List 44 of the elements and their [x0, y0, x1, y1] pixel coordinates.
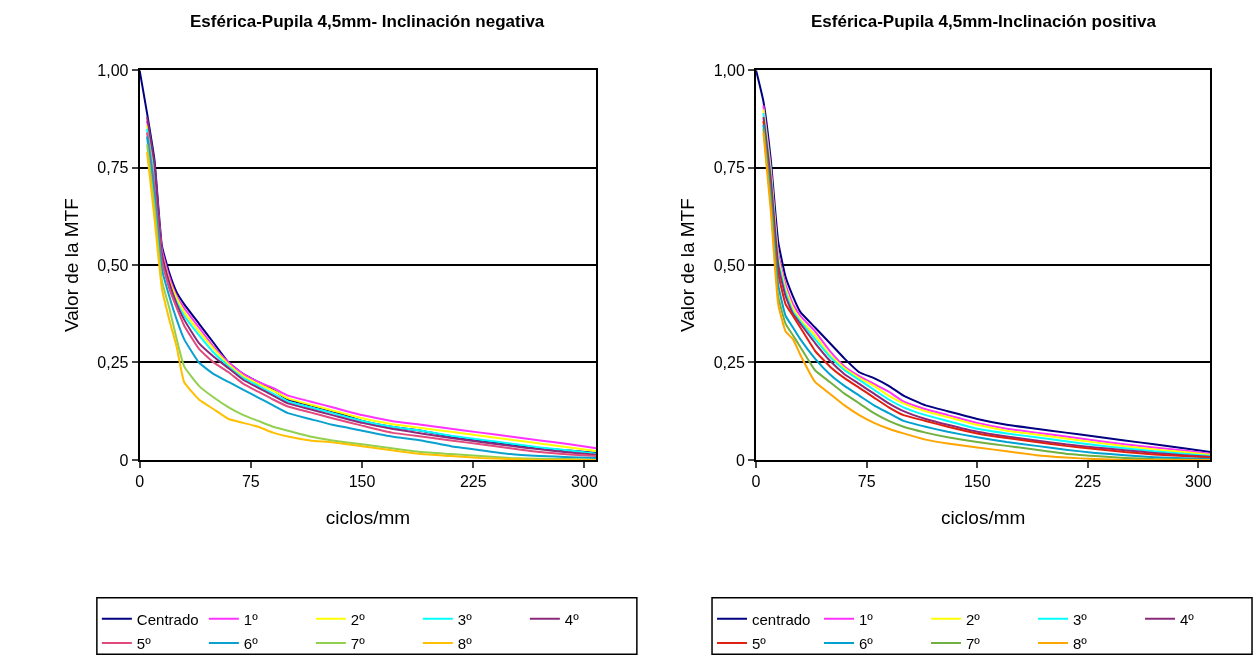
legend-label: 4º	[1180, 610, 1195, 628]
x-tick-label: 300	[571, 473, 598, 491]
legend-label: 3º	[1073, 610, 1088, 628]
x-axis-title: ciclos/mm	[325, 507, 411, 529]
y-axis-title: Valor de la MTF	[677, 198, 699, 332]
x-tick-label: 0	[135, 473, 145, 491]
y-tick-label: 0,50	[713, 256, 745, 274]
legend-label: 4º	[564, 610, 580, 628]
y-tick-label: 0	[735, 451, 745, 469]
legend-label: 7º	[966, 634, 981, 652]
legend-label: 8º	[1073, 634, 1088, 652]
y-tick-label: 1,00	[97, 61, 129, 79]
legend-label: centrado	[752, 610, 811, 628]
x-tick-label: 75	[241, 473, 260, 491]
legend-label: 7º	[350, 634, 366, 652]
y-tick-label: 0,75	[713, 159, 745, 177]
x-tick-label: 150	[963, 473, 991, 491]
x-tick-label: 150	[348, 473, 376, 491]
x-tick-label: 75	[857, 473, 876, 491]
y-tick-label: 1,00	[713, 61, 745, 79]
legend-label: 3º	[457, 610, 473, 628]
legend-label: 6º	[859, 634, 874, 652]
y-tick-label: 0,50	[97, 256, 129, 274]
legend-label: 1º	[859, 610, 874, 628]
x-tick-label: 225	[459, 473, 487, 491]
chart-title: Esférica-Pupila 4,5mm-Inclinación positiva	[811, 12, 1157, 31]
legend-label: 2º	[350, 610, 366, 628]
legend-label: 5º	[136, 634, 152, 652]
y-tick-label: 0	[119, 451, 129, 469]
legend-label: 1º	[243, 610, 259, 628]
x-axis-title: ciclos/mm	[940, 507, 1026, 529]
y-tick-label: 0,25	[713, 354, 745, 372]
legend-label: 2º	[966, 610, 981, 628]
x-tick-label: 300	[1185, 473, 1212, 491]
y-tick-label: 0,75	[97, 159, 129, 177]
legend-label: 5º	[752, 634, 767, 652]
x-tick-label: 0	[751, 473, 761, 491]
legend-label: Centrado	[136, 610, 199, 628]
chart-title: Esférica-Pupila 4,5mm- Inclinación negativa	[190, 12, 545, 31]
legend-label: 6º	[243, 634, 259, 652]
y-tick-label: 0,25	[97, 354, 129, 372]
y-axis-title: Valor de la MTF	[60, 198, 82, 332]
legend-label: 8º	[457, 634, 473, 652]
x-tick-label: 225	[1074, 473, 1102, 491]
